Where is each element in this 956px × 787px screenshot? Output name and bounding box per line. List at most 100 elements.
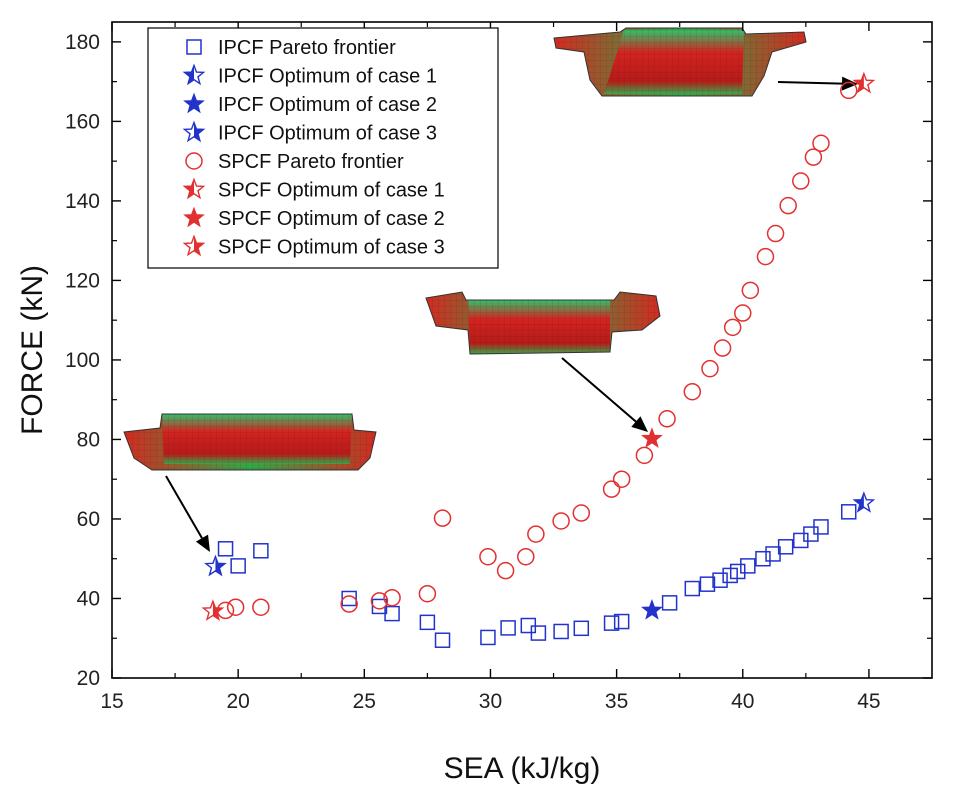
deformed-part-illustration-1 [123, 413, 377, 471]
data-point [701, 359, 719, 378]
data-point [661, 595, 678, 611]
deformed-part-illustration-3 [553, 27, 807, 97]
data-point [552, 512, 570, 530]
x-tick-label: 15 [100, 690, 123, 713]
data-point [553, 623, 569, 640]
data-point [641, 598, 663, 620]
data-point [777, 539, 794, 555]
legend-marker [186, 39, 202, 55]
x-tick-label: 20 [226, 690, 249, 713]
data-point [852, 71, 876, 94]
data-point [641, 427, 663, 448]
x-tick-label: 25 [353, 690, 376, 713]
legend-label: SPCF Optimum of case 2 [218, 208, 445, 230]
y-tick-label: 100 [65, 349, 100, 372]
data-point [204, 554, 227, 577]
series-7 [201, 599, 225, 621]
y-tick-label: 180 [65, 31, 100, 54]
data-point [480, 629, 496, 646]
legend-item: IPCF Optimum of case 2 [183, 92, 437, 116]
data-point [370, 592, 389, 610]
legend-marker [185, 152, 203, 170]
y-tick-label: 80 [77, 428, 100, 451]
legend-label: SPCF Optimum of case 1 [218, 180, 445, 202]
data-point [741, 281, 760, 300]
legend-label: IPCF Optimum of case 2 [218, 94, 437, 116]
data-point [804, 148, 823, 166]
data-point [603, 615, 620, 631]
data-point [779, 196, 797, 215]
legend-label: IPCF Optimum of case 1 [218, 66, 437, 88]
legend-marker [182, 63, 206, 86]
legend-item: IPCF Optimum of case 3 [182, 120, 437, 145]
data-point [812, 134, 830, 153]
data-point [729, 563, 746, 580]
legend-marker [182, 120, 206, 143]
data-point [419, 614, 436, 631]
legend-box [147, 27, 499, 269]
data-point [230, 558, 246, 574]
legend: IPCF Pareto frontier IPCF Optimum of case… [147, 27, 499, 269]
data-point [699, 576, 716, 592]
data-point [658, 410, 676, 428]
annotation-arrows [165, 76, 858, 552]
plot-frame [111, 21, 933, 679]
y-tick-label: 40 [77, 587, 100, 610]
series-1 [852, 491, 876, 513]
legend-item: IPCF Optimum of case 1 [182, 63, 437, 88]
data-point [517, 547, 535, 566]
x-tick-label: 30 [479, 690, 502, 713]
data-point [612, 470, 631, 488]
data-point [479, 547, 497, 566]
y-axis-title: FORCE (kN) [16, 265, 49, 435]
series-3 [204, 554, 227, 577]
data-point [201, 599, 225, 621]
data-point [341, 590, 357, 607]
legend-item: IPCF Pareto frontier [186, 37, 396, 59]
data-point [340, 595, 358, 613]
data-point [734, 304, 752, 322]
legend-marker [182, 234, 206, 257]
data-point [530, 625, 547, 641]
data-point [840, 504, 857, 520]
data-point [527, 525, 545, 543]
x-tick-label: 45 [857, 690, 880, 713]
legend-label: IPCF Pareto frontier [218, 37, 396, 59]
data-marks [201, 71, 876, 648]
data-point [613, 613, 630, 630]
data-point [684, 580, 701, 597]
data-point [496, 561, 515, 580]
data-point [384, 605, 400, 622]
data-point [383, 588, 401, 607]
legend-label: SPCF Optimum of case 3 [218, 237, 445, 259]
legend-marker [183, 206, 205, 228]
data-point [712, 572, 728, 588]
data-point [573, 620, 590, 637]
y-tick-label: 20 [77, 667, 100, 690]
legend-label: SPCF Pareto frontier [218, 151, 404, 173]
arrow-to-case2 [561, 357, 648, 432]
arrow-to-case3 [165, 475, 210, 552]
data-point [792, 172, 810, 190]
data-point [740, 558, 756, 574]
y-tick-label: 140 [65, 190, 100, 213]
legend-label: IPCF Optimum of case 3 [218, 123, 437, 145]
data-point [434, 632, 451, 648]
series-0 [217, 504, 857, 648]
y-tick-label: 160 [65, 110, 100, 133]
data-point [226, 598, 245, 616]
legend-item: SPCF Optimum of case 2 [183, 206, 445, 230]
data-point [217, 541, 234, 557]
legend-item: SPCF Optimum of case 1 [182, 177, 445, 202]
legend-item: SPCF Pareto frontier [185, 151, 404, 173]
data-point [635, 446, 654, 465]
data-point [418, 584, 437, 603]
data-point [852, 491, 876, 513]
data-point [756, 247, 775, 266]
data-point [500, 620, 516, 636]
data-point [602, 480, 621, 498]
y-tick-label: 60 [77, 508, 100, 531]
